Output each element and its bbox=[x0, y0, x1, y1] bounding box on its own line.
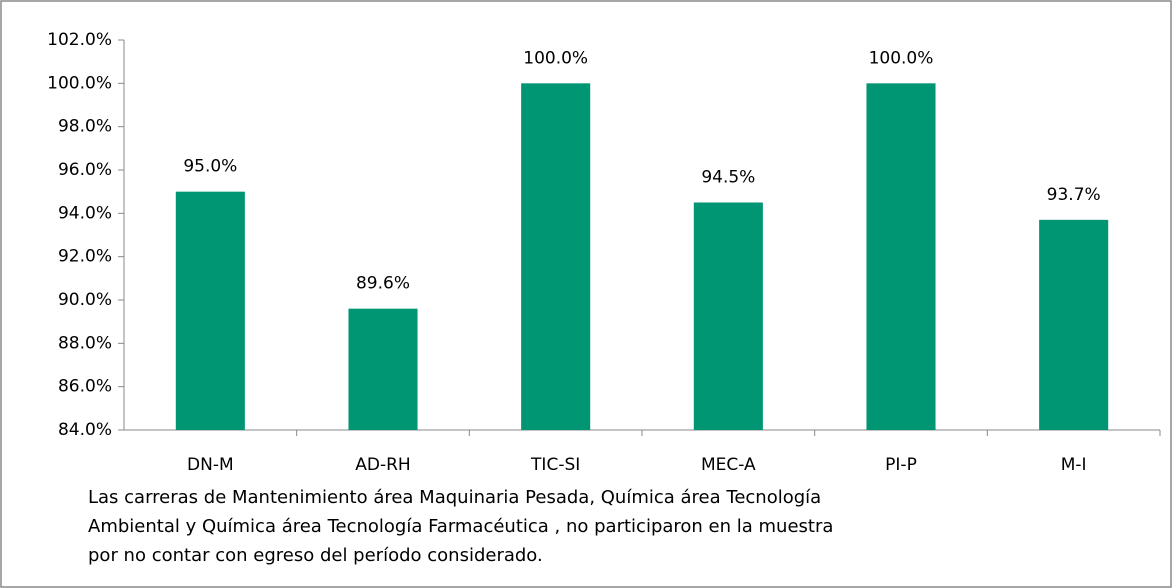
x-tick-label: DN-M bbox=[187, 455, 234, 475]
bar bbox=[521, 83, 591, 430]
y-tick-label: 96.0% bbox=[58, 160, 112, 180]
bar bbox=[175, 191, 245, 430]
bar bbox=[693, 202, 763, 430]
x-tick-label: AD-RH bbox=[355, 455, 410, 475]
y-tick-label: 90.0% bbox=[58, 290, 112, 310]
annotation: Ambiental y Química área Tecnología Farm… bbox=[88, 516, 833, 537]
bar bbox=[348, 308, 418, 430]
y-tick-label: 100.0% bbox=[47, 73, 112, 93]
y-tick-label: 94.0% bbox=[58, 203, 112, 223]
data-label: 95.0% bbox=[183, 157, 237, 177]
y-tick-label: 88.0% bbox=[58, 333, 112, 353]
y-tick-label: 98.0% bbox=[58, 117, 112, 137]
x-tick-label: TIC-SI bbox=[530, 455, 580, 475]
x-tick-label: PI-P bbox=[885, 455, 917, 475]
y-tick-label: 102.0% bbox=[47, 30, 112, 50]
x-tick-label: M-I bbox=[1061, 455, 1087, 475]
data-label: 100.0% bbox=[869, 48, 934, 68]
y-tick-label: 92.0% bbox=[58, 247, 112, 267]
x-tick-label: MEC-A bbox=[701, 455, 756, 475]
bar bbox=[1039, 219, 1109, 430]
data-label: 89.6% bbox=[356, 274, 410, 294]
y-tick-label: 84.0% bbox=[58, 420, 112, 440]
data-label: 100.0% bbox=[523, 48, 588, 68]
y-tick-label: 86.0% bbox=[58, 377, 112, 397]
annotation: por no contar con egreso del período con… bbox=[88, 545, 543, 566]
bar bbox=[866, 83, 936, 430]
data-label: 93.7% bbox=[1047, 185, 1101, 205]
annotation: Las carreras de Mantenimiento área Maqui… bbox=[88, 487, 821, 508]
data-label: 94.5% bbox=[701, 168, 755, 188]
